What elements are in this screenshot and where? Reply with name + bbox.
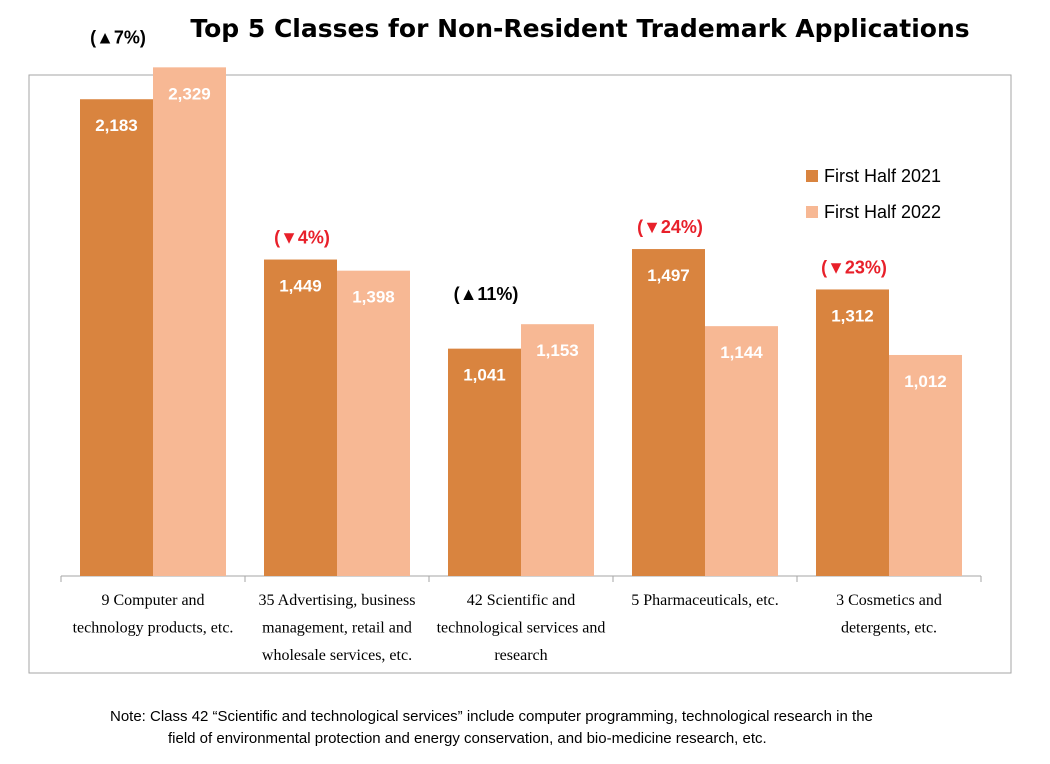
bar-value-label: 1,449	[279, 277, 322, 296]
bar-2022-0	[153, 67, 226, 576]
category-label: wholesale services, etc.	[262, 647, 412, 664]
change-label: (▼4%)	[274, 228, 330, 248]
bar-2021-3	[632, 249, 705, 576]
category-label: 9 Computer and	[101, 592, 204, 609]
category-label: technological services and	[437, 620, 606, 637]
footnote-line-1: Note: Class 42 “Scientific and technolog…	[110, 708, 873, 725]
x-axis: 9 Computer and technology products, etc. 3…	[61, 576, 981, 664]
change-label: (▼23%)	[821, 257, 887, 277]
bar-value-label: 1,144	[720, 343, 763, 362]
bar-2022-2	[521, 324, 594, 576]
legend-swatch	[806, 170, 818, 182]
bar-2022-1	[337, 271, 410, 576]
bar-chart: 9 Computer and technology products, etc. 3…	[0, 0, 1050, 764]
category-label: detergents, etc.	[841, 620, 937, 637]
category-label: technology products, etc.	[73, 620, 234, 637]
category-label: research	[494, 647, 547, 664]
legend-swatch	[806, 206, 818, 218]
change-label: (▲7%)	[90, 27, 146, 47]
bar-value-label: 1,041	[463, 366, 506, 385]
bar-value-label: 1,398	[352, 288, 395, 307]
bar-value-label: 1,497	[647, 266, 690, 285]
bar-2021-1	[264, 260, 337, 576]
bar-value-label: 1,012	[904, 372, 947, 391]
bar-value-label: 1,153	[536, 341, 579, 360]
bar-2021-4	[816, 289, 889, 576]
legend: First Half 2021 First Half 2022	[806, 166, 941, 222]
change-label: (▼24%)	[637, 217, 703, 237]
category-label: management, retail and	[262, 620, 412, 637]
category-label: 42 Scientific and	[467, 592, 575, 609]
bar-2022-3	[705, 326, 778, 576]
category-label: 3 Cosmetics and	[836, 592, 942, 609]
bar-2021-0	[80, 99, 153, 576]
legend-label: First Half 2021	[824, 166, 941, 186]
footnote: Note: Class 42 “Scientific and technolog…	[110, 706, 1030, 750]
bars	[80, 67, 962, 576]
bar-value-label: 1,312	[831, 306, 874, 325]
footnote-line-2: field of environmental protection and en…	[110, 728, 1030, 750]
change-label: (▲11%)	[454, 284, 519, 304]
legend-label: First Half 2022	[824, 202, 941, 222]
category-label: 35 Advertising, business	[259, 592, 416, 609]
category-label: 5 Pharmaceuticals, etc.	[631, 592, 779, 609]
bar-value-label: 2,183	[95, 116, 138, 135]
bar-value-label: 2,329	[168, 84, 211, 103]
